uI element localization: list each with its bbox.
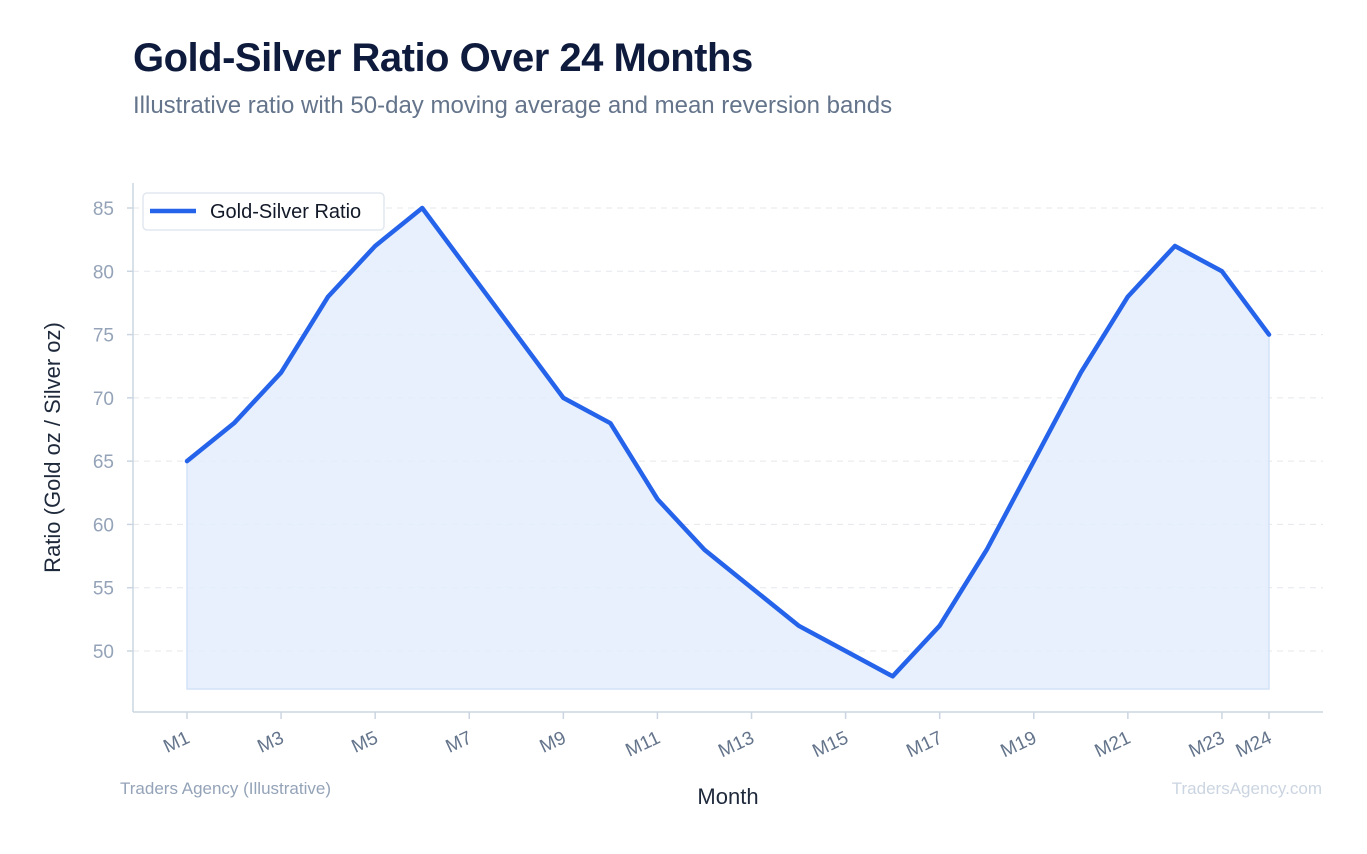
x-tick-label-M24: M24 xyxy=(1233,727,1276,762)
x-tick-label-M5: M5 xyxy=(348,727,381,757)
y-tick-label-85: 85 xyxy=(93,199,114,220)
data-point-M21 xyxy=(1126,295,1130,299)
x-tick-label-M23: M23 xyxy=(1186,727,1228,762)
x-tick-label-M3: M3 xyxy=(254,727,287,757)
data-point-M5 xyxy=(373,244,377,248)
y-tick-label-75: 75 xyxy=(93,326,114,347)
chart-title: Gold-Silver Ratio Over 24 Months xyxy=(133,36,753,80)
data-point-M13 xyxy=(750,586,754,590)
x-tick-label-M7: M7 xyxy=(443,727,476,757)
data-point-M11 xyxy=(655,497,659,501)
x-tick-label-M17: M17 xyxy=(903,727,945,762)
data-point-M3 xyxy=(279,371,283,375)
x-tick-label-M9: M9 xyxy=(537,727,570,757)
x-tick-label-M19: M19 xyxy=(998,727,1040,762)
data-point-M9 xyxy=(561,396,565,400)
x-tick-label-M1: M1 xyxy=(160,727,193,757)
data-point-M15 xyxy=(844,649,848,653)
data-point-M8 xyxy=(514,333,518,337)
data-point-M23 xyxy=(1220,269,1224,273)
data-point-M19 xyxy=(1032,459,1036,463)
y-tick-label-70: 70 xyxy=(93,389,114,410)
data-point-M2 xyxy=(232,421,236,425)
data-point-M4 xyxy=(326,295,330,299)
data-point-M6 xyxy=(420,206,424,210)
data-point-M14 xyxy=(797,624,801,628)
y-tick-label-50: 50 xyxy=(93,642,114,663)
x-tick-label-M11: M11 xyxy=(622,727,663,761)
legend-box xyxy=(142,192,385,231)
data-point-M24 xyxy=(1267,333,1271,337)
ratio-area-fill xyxy=(186,206,1270,690)
y-tick-label-65: 65 xyxy=(93,452,114,473)
x-tick-label-M13: M13 xyxy=(715,727,757,762)
data-point-M1 xyxy=(185,459,189,463)
x-axis-label: Month xyxy=(697,784,758,809)
source-note: Traders Agency (Illustrative) xyxy=(120,779,331,798)
y-tick-label-80: 80 xyxy=(93,262,114,283)
data-point-M20 xyxy=(1079,371,1083,375)
legend-label: Gold-Silver Ratio xyxy=(210,201,361,223)
data-point-M17 xyxy=(938,624,942,628)
ratio-series-line xyxy=(184,205,1272,679)
data-point-M12 xyxy=(702,548,706,552)
data-point-M10 xyxy=(608,421,612,425)
chart-subtitle: Illustrative ratio with 50-day moving av… xyxy=(133,92,893,119)
watermark: TradersAgency.com xyxy=(1171,779,1322,798)
data-point-M22 xyxy=(1173,244,1177,248)
data-point-M16 xyxy=(891,674,895,678)
y-axis-label: Ratio (Gold oz / Silver oz) xyxy=(40,322,65,573)
x-tick-label-M21: M21 xyxy=(1092,727,1134,762)
data-point-M18 xyxy=(985,548,989,552)
x-tick-label-M15: M15 xyxy=(809,727,851,762)
data-point-M7 xyxy=(467,269,471,273)
y-tick-label-60: 60 xyxy=(93,515,114,536)
y-tick-label-55: 55 xyxy=(93,579,114,600)
